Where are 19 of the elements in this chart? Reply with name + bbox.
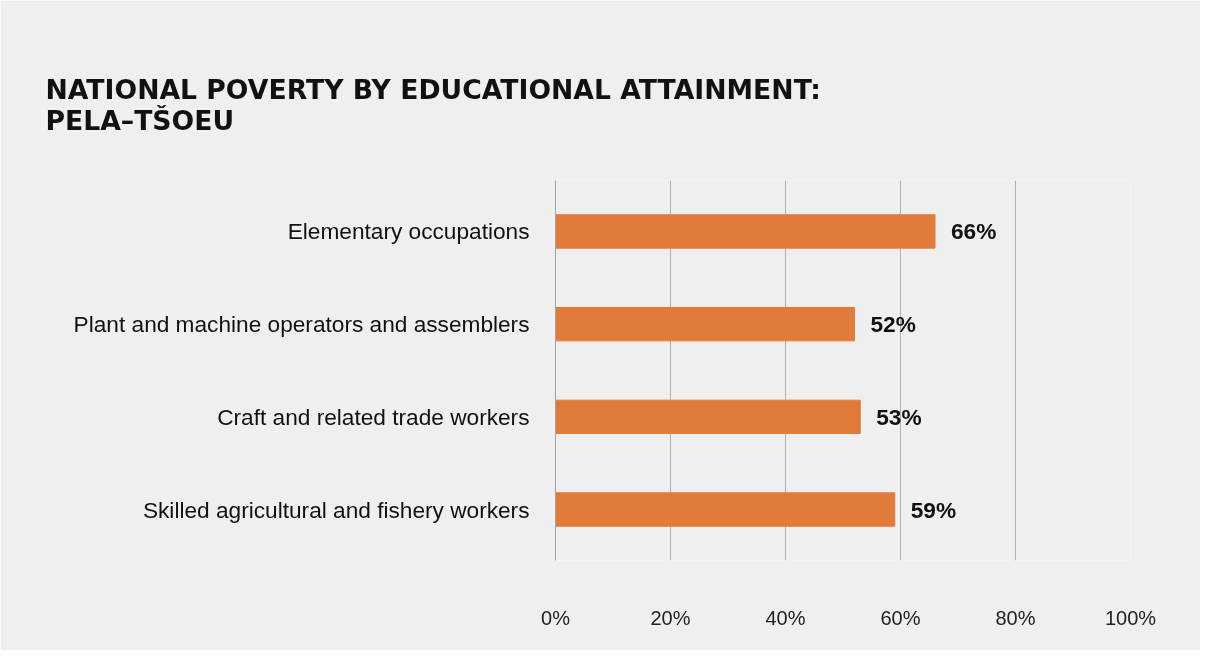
x-tick-label: 20% [650, 606, 691, 629]
bar [555, 306, 855, 342]
x-tick-label: 100% [1104, 606, 1157, 629]
y-tick-label: Skilled agricultural and fishery workers [142, 496, 530, 523]
bar [555, 214, 936, 249]
y-tick-label: Elementary occupations [287, 218, 530, 245]
data-label: 53% [876, 403, 922, 430]
bar [555, 399, 861, 435]
bar [555, 492, 896, 527]
y-tick-label: Craft and related trade workers [217, 403, 530, 430]
data-label: 59% [910, 496, 957, 523]
x-tick-label: 60% [880, 606, 921, 629]
x-tick-label: 80% [995, 606, 1036, 629]
y-tick-label: Plant and machine operators and assemblers [73, 311, 530, 338]
data-label: 52% [870, 311, 916, 338]
data-label: 66% [951, 218, 997, 245]
x-tick-label: 0% [541, 606, 571, 629]
x-tick-label: 40% [765, 606, 806, 629]
chart-title: NATIONAL POVERTY BY EDUCATIONAL ATTAINMENT: PELA–TŠOEU [45, 73, 822, 136]
